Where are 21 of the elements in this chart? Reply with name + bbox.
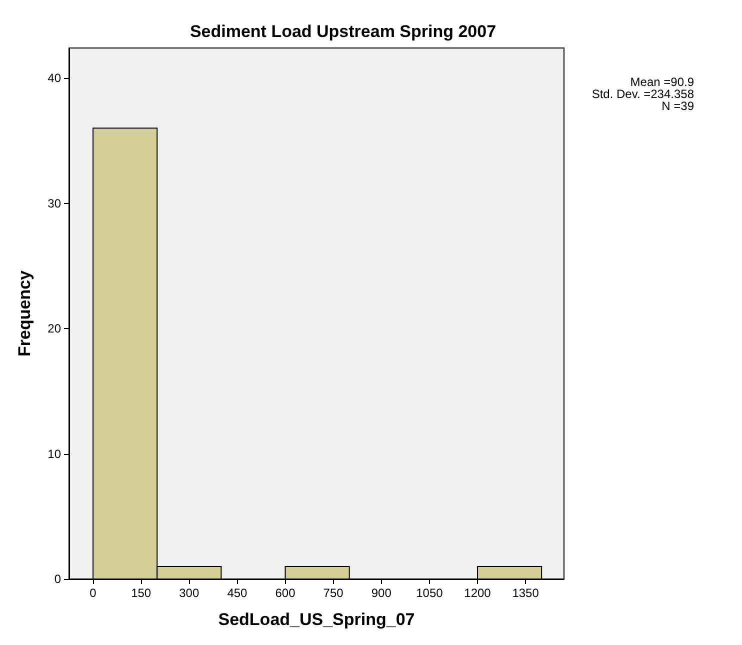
y-tick-label: 20 (48, 322, 62, 336)
y-tick-label: 40 (48, 71, 62, 86)
y-tick-label: 0 (54, 572, 62, 586)
x-tick-label: 1200 (464, 586, 492, 600)
x-tick-label: 0 (90, 586, 97, 600)
y-tick-label: 10 (48, 446, 62, 461)
y-tick-label: 30 (48, 196, 62, 210)
x-tick-label: 600 (275, 586, 296, 600)
x-tick-label: 150 (131, 586, 152, 600)
x-tick-label: 900 (371, 586, 392, 600)
text: Std. Dev. =234.358 (592, 87, 694, 101)
text: N =39 (662, 99, 694, 113)
x-tick-label: 450 (227, 586, 248, 600)
x-tick-label: 1050 (416, 586, 444, 600)
x-axis-title: SedLoad_US_Spring_07 (218, 610, 415, 629)
y-axis-title: Frequency (15, 270, 34, 356)
text: Mean =90.9 (630, 75, 694, 89)
x-tick-label: 300 (179, 586, 200, 600)
chart-title: Sediment Load Upstream Spring 2007 (190, 22, 496, 41)
x-tick-label: 1350 (512, 586, 540, 600)
x-tick-label: 750 (323, 586, 344, 600)
